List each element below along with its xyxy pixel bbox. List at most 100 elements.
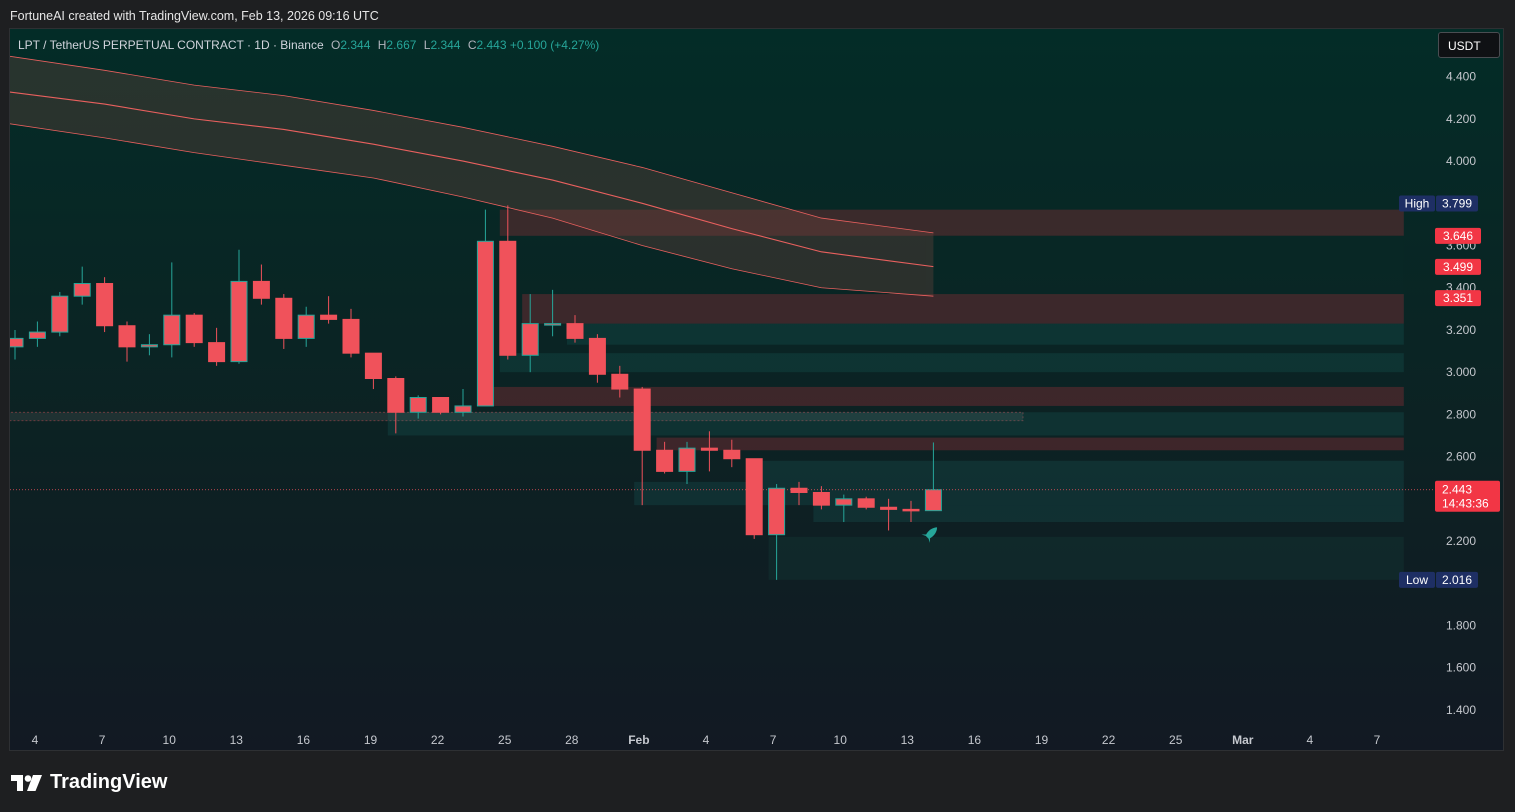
zone-2 — [522, 294, 1404, 324]
x-tick-label: 28 — [565, 733, 579, 747]
candle — [342, 308, 360, 358]
price-label: 3.351 — [1435, 290, 1481, 307]
candle-body — [902, 508, 920, 512]
candle-body — [51, 295, 69, 333]
candle — [812, 486, 830, 510]
symbol-name[interactable]: LPT / TetherUS PERPETUAL CONTRACT · 1D ·… — [18, 38, 324, 52]
candle — [73, 266, 91, 305]
x-tick-label: 13 — [901, 733, 915, 747]
candle — [768, 484, 786, 580]
price-label: High 3.799 — [1399, 195, 1478, 212]
tradingview-logo-icon — [11, 774, 42, 791]
candle-body — [633, 388, 651, 451]
candle — [320, 296, 338, 324]
candle-body — [476, 240, 494, 407]
candle — [96, 277, 114, 333]
symbol-legend: LPT / TetherUS PERPETUAL CONTRACT · 1D ·… — [18, 38, 599, 52]
candle-body — [364, 352, 382, 380]
last-price-label-countdown: 14:43:36 — [1442, 497, 1489, 511]
price-label-value: 2.016 — [1442, 573, 1472, 587]
x-tick-label: 19 — [364, 733, 378, 747]
open-value: 2.344 — [340, 38, 371, 52]
x-tick-label: 4 — [1307, 733, 1314, 747]
candle — [678, 441, 696, 485]
candle — [723, 439, 741, 468]
ema-band — [10, 55, 934, 297]
zone-0 — [499, 209, 1404, 236]
price-label-bg — [1435, 258, 1481, 275]
y-tick-label: 2.600 — [1446, 450, 1476, 464]
candle-body — [768, 487, 786, 536]
x-tick-label: Mar — [1232, 733, 1254, 747]
candle-body — [230, 280, 248, 363]
candle — [499, 205, 517, 360]
candle-body — [118, 325, 136, 348]
price-label-value-bg — [1436, 195, 1478, 212]
candle — [163, 262, 181, 358]
candle — [835, 494, 853, 523]
candle-body — [454, 405, 472, 413]
price-chart[interactable]: 1.400 1.600 1.800 2.200 2.600 2.800 3.000 3.200… — [10, 29, 1504, 751]
candle — [297, 306, 315, 347]
candles-layer — [10, 205, 942, 580]
candle — [185, 313, 203, 347]
candle-body — [880, 506, 898, 510]
ema-band-mid — [10, 91, 934, 268]
close-label: C — [467, 38, 477, 52]
candle — [118, 321, 136, 362]
candle — [544, 289, 562, 337]
candle — [656, 441, 674, 474]
time-axis[interactable]: 4 7 10 13 16 19 22 25 28 Feb 4 7 10 13 16 19 22 25 Mar 4 7 — [32, 733, 1381, 747]
y-tick-label: 3.000 — [1446, 365, 1476, 379]
candle — [364, 352, 382, 390]
candle-body — [588, 337, 606, 375]
x-tick-label: 7 — [770, 733, 777, 747]
y-tick-label: 4.000 — [1446, 154, 1476, 168]
x-tick-label: 7 — [1374, 733, 1381, 747]
price-label-tag: Low — [1406, 573, 1428, 587]
y-tick-label: 4.200 — [1446, 112, 1476, 126]
price-label: Low 2.016 — [1399, 571, 1478, 588]
currency-button[interactable]: USDT — [1438, 32, 1500, 58]
x-tick-label: 25 — [498, 733, 512, 747]
candle-body — [275, 297, 293, 339]
price-axis[interactable]: 1.400 1.600 1.800 2.200 2.600 2.800 3.000 3.200… — [1446, 70, 1476, 717]
chart-panel[interactable]: 1.400 1.600 1.800 2.200 2.600 2.800 3.000 3.200… — [9, 28, 1504, 751]
price-label-value: 3.499 — [1443, 260, 1473, 274]
price-label: 3.646 — [1435, 227, 1481, 244]
price-label-value: 3.646 — [1443, 229, 1473, 243]
price-label-bg — [1435, 227, 1481, 244]
open-label: O — [331, 38, 341, 52]
footer-brand[interactable]: TradingView — [11, 771, 167, 794]
candle-body — [700, 447, 718, 451]
high-label: H — [377, 38, 387, 52]
candle-body — [924, 489, 942, 512]
y-tick-label: 2.200 — [1446, 534, 1476, 548]
last-price-label-value: 2.443 — [1442, 483, 1472, 497]
candle-body — [611, 373, 629, 390]
low-value: 2.344 — [430, 38, 461, 52]
x-tick-label: 22 — [431, 733, 445, 747]
zone-12 — [768, 536, 1404, 580]
candle-body — [790, 487, 808, 493]
candle-body — [252, 280, 270, 299]
zone-11 — [813, 505, 1404, 523]
candle-body — [387, 378, 405, 413]
candle — [521, 294, 539, 373]
footer-brand-text: TradingView — [50, 771, 168, 793]
x-tick-label: 10 — [834, 733, 848, 747]
candle — [409, 395, 427, 419]
overlay-layer — [10, 489, 1433, 543]
y-tick-label: 1.600 — [1446, 661, 1476, 675]
candle — [432, 396, 450, 415]
candle-body — [73, 283, 91, 297]
candle — [51, 291, 69, 337]
candle-body — [208, 342, 226, 363]
candle-body — [320, 314, 338, 320]
x-tick-label: 22 — [1102, 733, 1116, 747]
x-tick-label: 16 — [968, 733, 982, 747]
price-label: 3.499 — [1435, 258, 1481, 275]
candle-body — [163, 314, 181, 346]
last-price-label-bg — [1435, 480, 1500, 512]
